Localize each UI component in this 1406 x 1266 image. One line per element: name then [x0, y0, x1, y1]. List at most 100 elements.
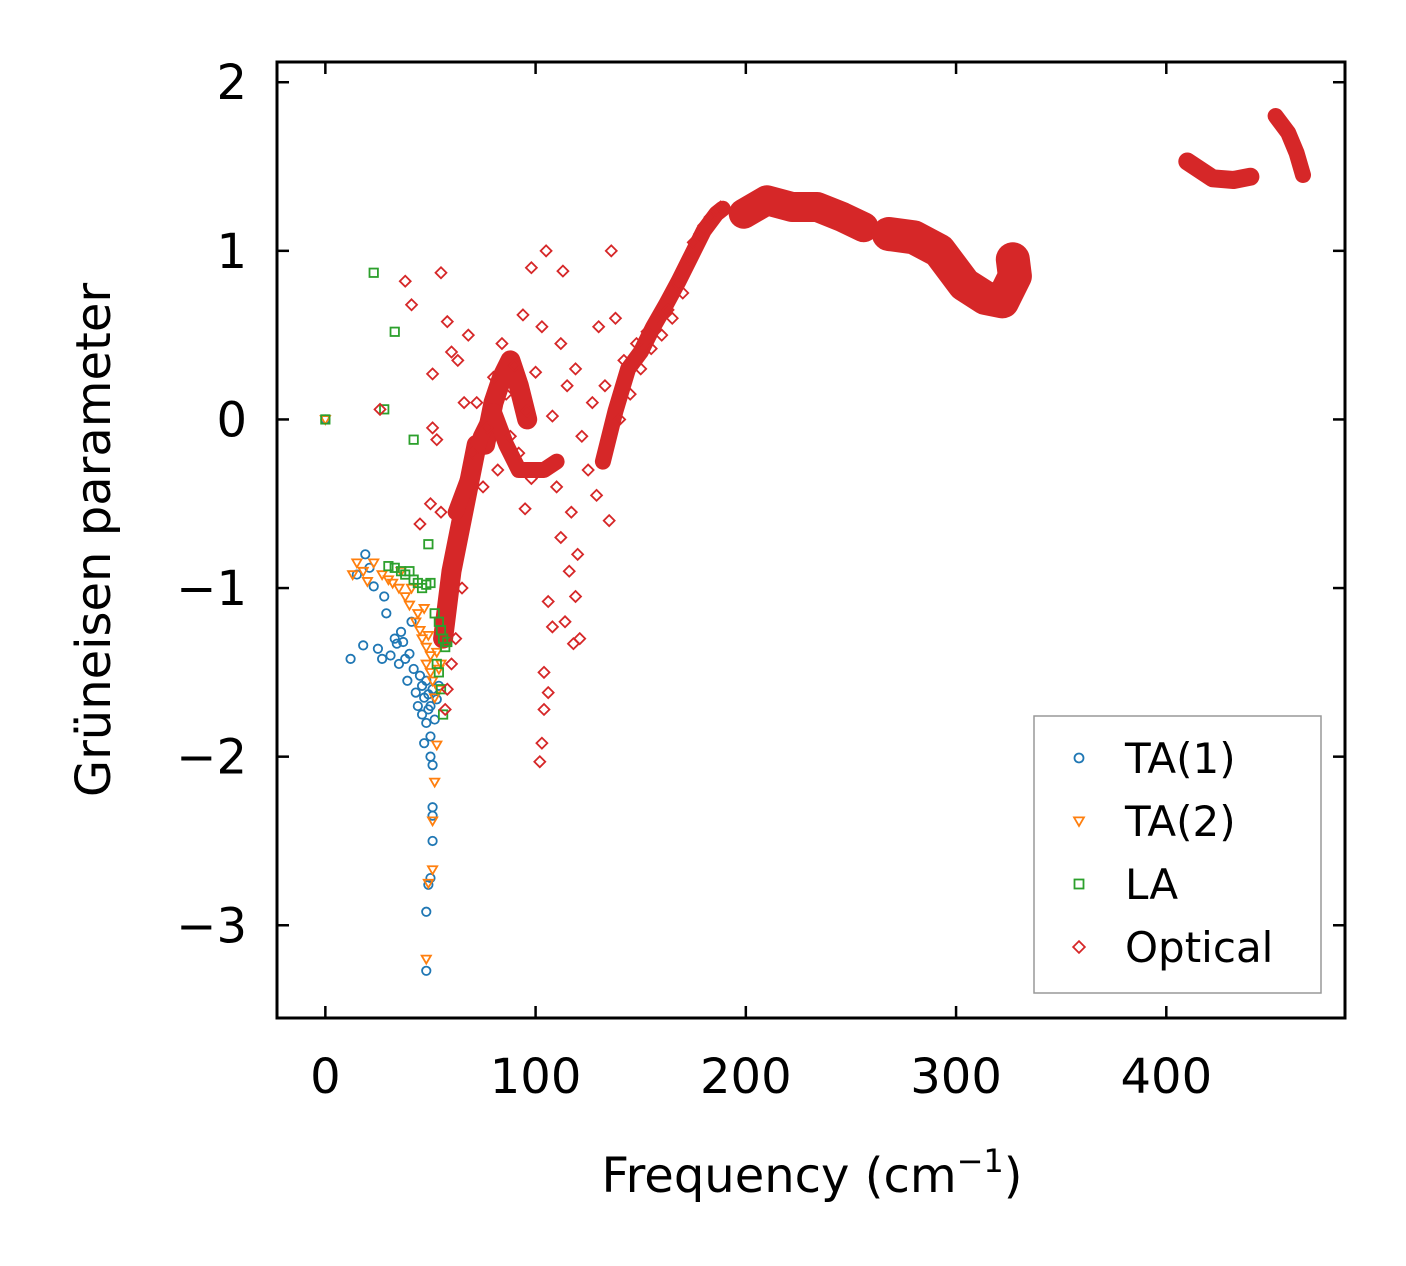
point-ta-2: [426, 816, 439, 828]
point-ta-2: [420, 954, 433, 966]
point-optical: [644, 341, 658, 356]
point-ta-2: [426, 865, 439, 877]
point-optical: [495, 336, 509, 351]
x-tick-label: 100: [490, 1049, 582, 1105]
point-ta-2: [424, 668, 437, 679]
point-optical: [434, 266, 448, 280]
point-ta-2: [420, 659, 433, 671]
point-ta-1: [379, 591, 390, 602]
point-ta-1: [414, 670, 426, 681]
point-ta-2: [409, 617, 422, 629]
legend: TA(1) TA(2) LA Optical: [1033, 715, 1322, 994]
point-optical: [486, 370, 501, 385]
legend-marker-ta-2: [1072, 816, 1086, 828]
point-ta-1: [345, 653, 356, 664]
point-ta-2: [428, 777, 441, 789]
y-tick-label: −2: [176, 730, 247, 786]
point-optical: [507, 358, 522, 373]
point-ta-2: [375, 570, 389, 581]
point-ta-1: [410, 687, 421, 698]
point-la: [368, 267, 379, 278]
point-ta-2: [422, 878, 435, 890]
point-ta-2: [361, 577, 374, 588]
point-la: [425, 577, 436, 589]
point-optical: [703, 210, 717, 224]
point-ta-1: [391, 638, 402, 649]
point-optical: [451, 353, 465, 368]
point-la: [320, 414, 331, 425]
point-optical: [524, 260, 539, 275]
point-optical: [633, 362, 648, 376]
point-ta-2: [420, 642, 433, 654]
point-ta-1: [385, 650, 396, 661]
point-optical: [425, 367, 440, 381]
point-optical: [440, 682, 455, 696]
y-tick-label: 1: [216, 224, 247, 280]
point-optical: [434, 505, 448, 519]
point-ta-2: [430, 647, 443, 659]
point-ta-1: [427, 759, 438, 771]
point-optical: [617, 353, 631, 368]
point-la: [435, 684, 447, 695]
point-optical: [581, 463, 595, 477]
point-optical: [562, 564, 576, 578]
axis-ticks: 0 100 200 300 400 −3 −2 −1 0 1 2: [176, 55, 1345, 1105]
point-optical: [503, 429, 518, 444]
point-ta-1: [395, 626, 407, 637]
point-optical: [591, 319, 606, 334]
point-optical: [457, 395, 471, 410]
point-optical: [623, 387, 637, 401]
point-optical: [589, 488, 604, 503]
point-optical: [448, 631, 463, 646]
point-optical: [549, 480, 564, 494]
point-optical: [444, 345, 459, 359]
point-optical: [608, 311, 623, 326]
point-ta-1: [358, 640, 369, 651]
x-tick-label: 200: [700, 1049, 792, 1105]
point-optical: [413, 517, 427, 531]
point-optical: [573, 631, 587, 646]
optical-band-2: [447, 403, 565, 521]
point-optical: [518, 502, 532, 516]
point-ta-1: [412, 700, 423, 712]
point-optical: [539, 244, 553, 258]
point-optical: [602, 513, 616, 528]
point-optical: [640, 325, 654, 339]
point-la: [379, 404, 390, 415]
legend-marker-ta-1: [1073, 752, 1085, 764]
point-optical: [564, 505, 579, 519]
legend-label-ta-2: TA(2): [1124, 797, 1236, 846]
legend-label-la: LA: [1125, 860, 1178, 909]
point-ta-1: [425, 731, 436, 742]
data-points: [319, 200, 728, 976]
point-ta-1: [416, 709, 428, 720]
point-optical: [404, 298, 419, 312]
point-ta-1: [425, 700, 436, 712]
point-ta-2: [399, 592, 412, 603]
point-ta-1: [402, 675, 413, 686]
point-optical: [585, 395, 600, 410]
point-ta-1: [425, 872, 436, 884]
point-optical: [612, 412, 627, 427]
point-optical: [541, 594, 555, 609]
point-optical: [499, 387, 513, 401]
point-optical: [545, 620, 560, 634]
point-optical: [568, 589, 583, 604]
point-optical: [554, 530, 568, 545]
point-optical: [512, 446, 526, 460]
point-ta-1: [398, 636, 409, 648]
point-optical: [469, 395, 484, 410]
point-optical: [558, 615, 572, 629]
point-optical: [661, 303, 675, 317]
point-optical: [598, 378, 612, 393]
optical-band-5: [871, 217, 1032, 319]
point-ta-1: [421, 965, 432, 976]
optical-band-6: [1178, 152, 1260, 189]
point-ta-2: [428, 693, 441, 705]
plot-frame: [275, 60, 1347, 1020]
point-optical: [455, 581, 469, 595]
point-la: [389, 326, 400, 337]
point-ta-2: [350, 558, 364, 570]
point-ta-2: [417, 604, 431, 615]
